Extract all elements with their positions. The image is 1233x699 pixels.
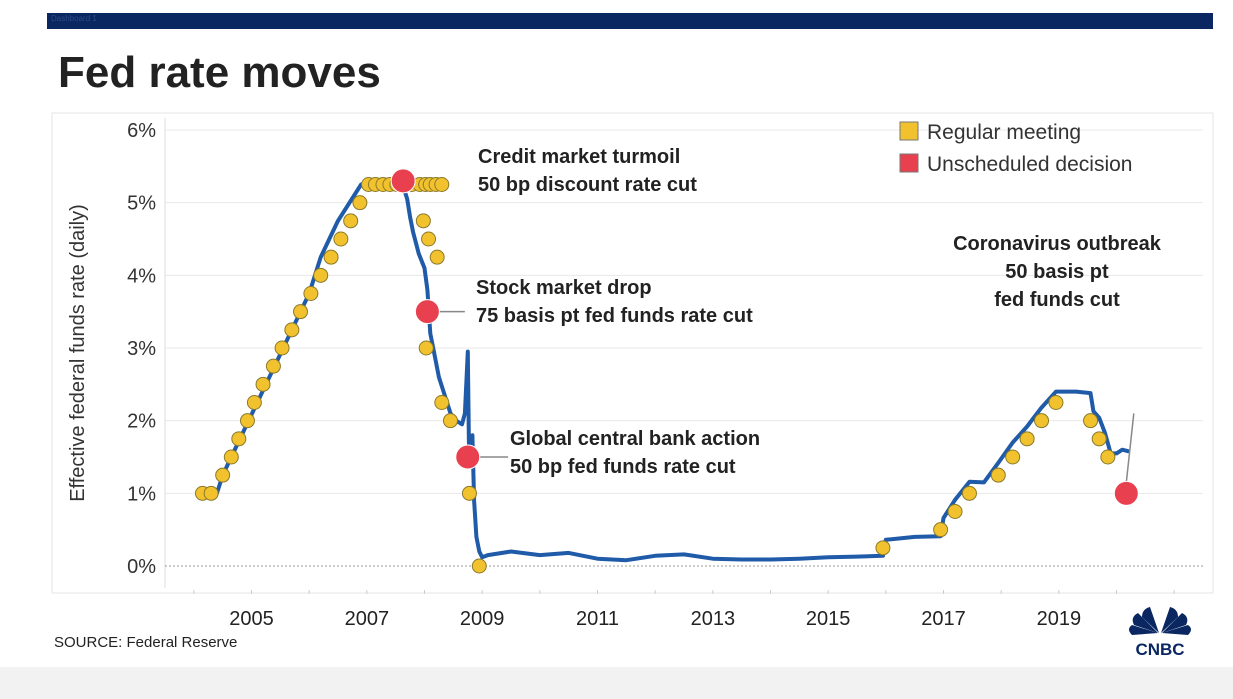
regular-meeting-marker xyxy=(429,249,445,265)
regular-meeting-marker xyxy=(333,231,349,247)
y-tick-label: 5% xyxy=(127,193,156,215)
x-tick-label: 2017 xyxy=(921,608,966,630)
annotation-text: 50 basis pt xyxy=(1005,261,1109,283)
annotation-text: Coronavirus outbreak xyxy=(953,233,1162,255)
legend-label: Regular meeting xyxy=(927,121,1081,144)
legend-swatch xyxy=(899,153,919,173)
regular-meeting-marker xyxy=(418,340,434,356)
x-tick-label: 2011 xyxy=(576,608,619,630)
x-tick-label: 2009 xyxy=(460,608,505,630)
y-tick-label: 3% xyxy=(127,338,156,360)
annotation-text: 75 basis pt fed funds rate cut xyxy=(476,305,753,327)
y-tick-label: 2% xyxy=(127,411,156,433)
regular-meeting-marker xyxy=(343,213,359,229)
regular-meeting-marker xyxy=(1019,431,1035,447)
unscheduled-decision-marker xyxy=(390,168,416,194)
regular-meeting-marker xyxy=(421,231,437,247)
regular-meeting-marker xyxy=(313,267,329,283)
annotation-text: fed funds cut xyxy=(994,289,1120,311)
x-tick-label: 2007 xyxy=(345,608,390,630)
cnbc-logo: CNBC xyxy=(1129,607,1191,659)
regular-meeting-marker xyxy=(215,467,231,483)
annotation-text: Credit market turmoil xyxy=(478,146,680,168)
plot-frame xyxy=(51,112,1214,594)
legend-label: Unscheduled decision xyxy=(927,153,1132,176)
regular-meeting-marker xyxy=(1034,413,1050,429)
footer-bar xyxy=(0,667,1233,699)
regular-meeting-marker xyxy=(239,413,255,429)
regular-meeting-marker xyxy=(471,558,487,574)
source-note: SOURCE: Federal Reserve xyxy=(54,634,238,651)
regular-meeting-marker xyxy=(1100,449,1116,465)
header-bar: Dashboard 1 xyxy=(47,13,1213,29)
annotation-leader xyxy=(1125,413,1135,483)
regular-meeting-marker xyxy=(303,286,319,301)
x-tick-label: 2015 xyxy=(806,608,851,630)
regular-meeting-marker xyxy=(434,395,450,410)
regular-meeting-marker xyxy=(352,195,368,211)
y-tick-label: 6% xyxy=(127,120,156,142)
regular-meeting-marker xyxy=(875,540,891,556)
y-tick-label: 0% xyxy=(127,556,156,578)
regular-meeting-marker xyxy=(415,213,431,229)
x-tick-label: 2013 xyxy=(691,608,736,630)
regular-meeting-marker xyxy=(947,504,963,519)
regular-meeting-marker xyxy=(434,177,450,192)
unscheduled-decision-marker xyxy=(414,299,440,325)
regular-meeting-marker xyxy=(1048,395,1064,410)
regular-meeting-marker xyxy=(1083,413,1099,429)
annotation-text: Stock market drop xyxy=(476,277,652,299)
dashboard-tab-label[interactable]: Dashboard 1 xyxy=(51,14,97,23)
regular-meeting-marker xyxy=(255,376,271,392)
regular-meeting-marker xyxy=(323,249,339,265)
regular-meeting-marker xyxy=(1091,431,1107,447)
regular-meeting-marker xyxy=(231,431,247,447)
regular-meeting-marker xyxy=(203,485,219,501)
regular-meeting-marker xyxy=(223,449,239,465)
legend-swatch xyxy=(899,121,919,141)
annotation-text: 50 bp fed funds rate cut xyxy=(510,456,736,478)
logo-text: CNBC xyxy=(1135,640,1184,659)
peacock-icon xyxy=(1129,607,1191,635)
annotation-text: 50 bp discount rate cut xyxy=(478,174,697,196)
y-tick-label: 4% xyxy=(127,265,156,287)
x-tick-label: 2019 xyxy=(1037,608,1082,630)
y-axis-title: Effective federal funds rate (daily) xyxy=(67,204,89,502)
annotation-text: Global central bank action xyxy=(510,428,760,450)
regular-meeting-marker xyxy=(1005,449,1021,465)
unscheduled-decision-marker xyxy=(1113,480,1139,506)
y-tick-label: 1% xyxy=(127,483,156,505)
x-tick-label: 2005 xyxy=(229,608,274,630)
regular-meeting-marker xyxy=(246,395,262,410)
regular-meeting-marker xyxy=(990,467,1006,483)
regular-meeting-marker xyxy=(461,485,477,501)
regular-meeting-marker xyxy=(265,358,281,374)
chart-title: Fed rate moves xyxy=(58,48,381,97)
regular-meeting-marker xyxy=(293,304,309,320)
regular-meeting-marker xyxy=(274,340,290,356)
regular-meeting-marker xyxy=(442,413,458,429)
regular-meeting-marker xyxy=(933,522,949,538)
unscheduled-decision-marker xyxy=(455,444,481,470)
regular-meeting-marker xyxy=(284,322,300,338)
regular-meeting-marker xyxy=(961,485,977,501)
